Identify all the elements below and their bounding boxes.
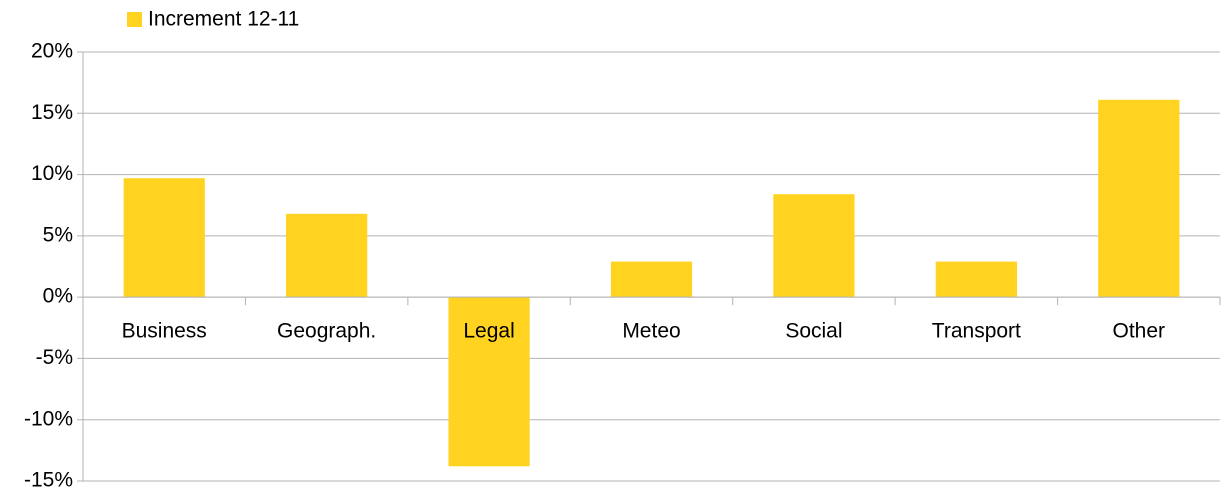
bar (448, 297, 530, 467)
x-tick-label: Social (785, 320, 842, 343)
y-tick-label: 10% (31, 162, 73, 185)
x-tick-label: Business (122, 320, 207, 343)
y-tick-label: 20% (31, 40, 73, 63)
bar (610, 261, 693, 298)
x-tick-label: Transport (932, 320, 1021, 343)
legend-swatch (127, 12, 142, 27)
bar (935, 261, 1017, 298)
y-tick-label: 0% (43, 285, 73, 308)
y-tick-label: -10% (24, 407, 73, 430)
bar (286, 213, 368, 298)
y-tick-label: 5% (43, 223, 73, 246)
bar (123, 178, 205, 298)
y-tick-label: 15% (31, 101, 73, 124)
x-tick-label: Meteo (622, 320, 680, 343)
x-tick-label: Legal (463, 320, 514, 343)
legend-label: Increment 12-11 (148, 8, 299, 31)
bar (1098, 99, 1180, 298)
x-tick-label: Other (1113, 320, 1166, 343)
y-tick-label: -5% (36, 346, 73, 369)
y-tick-label: -15% (24, 469, 73, 492)
x-tick-label: Geograph. (277, 320, 376, 343)
bar (773, 194, 855, 298)
